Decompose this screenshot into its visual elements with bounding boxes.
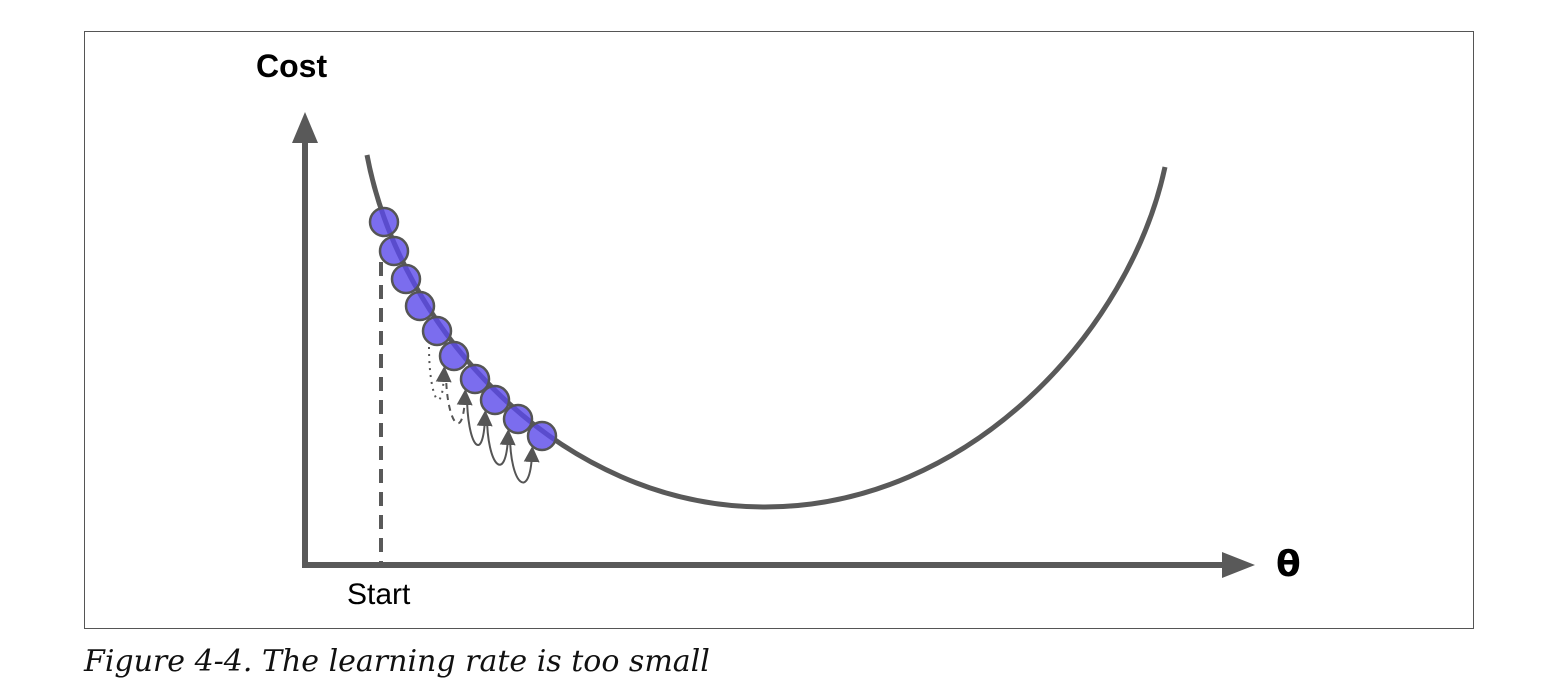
step-arrow	[509, 434, 540, 484]
step-arrow	[466, 394, 493, 446]
gradient-step-point	[438, 340, 470, 372]
gradient-step-point	[502, 403, 534, 435]
y-axis-arrowhead	[292, 112, 318, 143]
x-axis-arrowhead	[1222, 552, 1255, 578]
gradient-step-point	[421, 315, 453, 347]
start-label: Start	[347, 578, 411, 611]
step-arrow	[486, 415, 516, 466]
figure-frame	[84, 31, 1474, 629]
cost-curve	[364, 154, 1168, 510]
x-axis-label: θ	[1276, 544, 1301, 585]
gradient-step-point	[526, 420, 558, 452]
gradient-step-point	[404, 290, 436, 322]
gradient-step-point	[479, 384, 511, 416]
step-arrow	[428, 346, 452, 401]
gradient-step-point	[459, 363, 491, 395]
y-axis-label: Cost	[256, 48, 328, 84]
gradient-step-point	[390, 263, 422, 295]
step-arrow	[445, 371, 473, 425]
figure-caption: Figure 4-4. The learning rate is too sma…	[84, 644, 710, 679]
gradient-step-point	[368, 206, 400, 238]
gradient-step-point	[378, 235, 410, 267]
